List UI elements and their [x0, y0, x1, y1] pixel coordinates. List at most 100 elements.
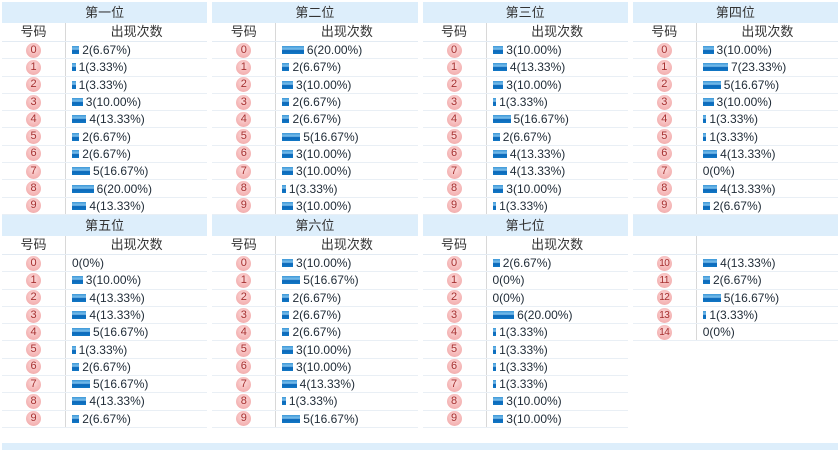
- count-cell: 2(6.67%): [276, 290, 417, 306]
- position-table: 第三位 号码 出现次数 0 3(10.00%) 1 4(13.33%) 2 3(10.00%) 3…: [422, 2, 628, 215]
- frequency-value: 5(16.67%): [513, 112, 569, 127]
- number-badge: 13: [656, 307, 672, 323]
- frequency-bar: [492, 149, 507, 158]
- frequency-bar: [702, 115, 707, 124]
- table-column-headers: 号码 出现次数: [212, 235, 418, 255]
- frequency-bar: [702, 63, 728, 72]
- number-badge: 1: [446, 272, 462, 288]
- table-row: 4 1(3.33%): [422, 324, 628, 342]
- frequency-bar: [702, 201, 710, 210]
- frequency-value: 1(3.33%): [709, 129, 759, 144]
- position-title: 第四位: [632, 2, 838, 23]
- frequency-bar: [492, 259, 500, 268]
- number-cell: 9: [2, 410, 66, 427]
- frequency-bar: [492, 115, 511, 124]
- table-row: 8 1(3.33%): [212, 393, 418, 411]
- frequency-value: 4(13.33%): [720, 146, 776, 161]
- table-row: 9 4(13.33%): [2, 197, 208, 215]
- number-cell: 4: [423, 111, 487, 128]
- frequency-value: 5(16.67%): [93, 164, 149, 179]
- frequency-bar: [702, 259, 718, 268]
- count-cell: 3(10.00%): [487, 77, 628, 93]
- number-cell: 5: [212, 128, 277, 145]
- number-cell: 3: [423, 306, 487, 324]
- count-cell: 2(6.67%): [66, 146, 207, 162]
- table-row: 8 4(13.33%): [2, 393, 208, 411]
- count-cell: 5(16.67%): [66, 163, 207, 179]
- table-row: 3 2(6.67%): [212, 93, 418, 112]
- position-title: 第二位: [212, 2, 418, 23]
- table-row: 4 4(13.33%): [2, 111, 208, 129]
- count-cell: 1(3.33%): [66, 77, 207, 93]
- number-badge: 0: [26, 255, 41, 271]
- frequency-value: 4(13.33%): [720, 256, 776, 271]
- frequency-value: 2(6.67%): [502, 129, 552, 144]
- frequency-value: 2(6.67%): [82, 43, 131, 58]
- frequency-value: 1(3.33%): [78, 60, 128, 75]
- number-cell: 12: [633, 289, 697, 306]
- number-cell: 8: [423, 180, 487, 197]
- number-cell: 7: [212, 163, 277, 180]
- table-row: 1 0(0%): [422, 272, 628, 290]
- frequency-bar: [72, 380, 90, 389]
- count-cell: 3(10.00%): [276, 77, 417, 93]
- frequency-bar: [282, 63, 290, 72]
- frequency-value: 2(6.67%): [292, 112, 342, 127]
- count-cell: 4(13.33%): [66, 198, 207, 214]
- number-cell: 1: [212, 272, 277, 289]
- column-header-number: 号码: [423, 23, 487, 41]
- table-row: 5 1(3.33%): [2, 341, 208, 359]
- number-badge: 2: [26, 77, 41, 93]
- frequency-bar: [282, 293, 290, 302]
- count-cell: 6(20.00%): [66, 180, 207, 196]
- frequency-value: 6(20.00%): [306, 43, 363, 58]
- frequency-value: 3(10.00%): [296, 256, 352, 271]
- table-column-headers: 号码 出现次数: [2, 23, 208, 42]
- number-cell: 2: [2, 289, 66, 306]
- number-badge: 4: [26, 324, 41, 340]
- number-badge: 6: [236, 359, 252, 375]
- number-cell: 9: [423, 197, 487, 214]
- frequency-bar: [72, 311, 87, 319]
- count-cell: 3(10.00%): [66, 272, 207, 288]
- count-cell: 3(10.00%): [697, 94, 838, 110]
- number-badge: 3: [656, 94, 672, 110]
- count-cell: 4(13.33%): [697, 255, 838, 271]
- number-cell: 3: [2, 306, 66, 324]
- table-row: 5 2(6.67%): [2, 128, 208, 146]
- frequency-value: 2(6.67%): [292, 325, 342, 340]
- number-badge: 7: [26, 376, 41, 392]
- number-cell: 4: [633, 111, 697, 128]
- number-badge: 4: [236, 324, 252, 340]
- number-cell: 1: [423, 272, 487, 289]
- count-cell: 2(6.67%): [487, 255, 628, 271]
- number-cell: 7: [423, 376, 487, 393]
- number-badge: 7: [656, 163, 672, 179]
- table-row: 10 4(13.33%): [632, 254, 838, 273]
- count-cell: 2(6.67%): [276, 59, 417, 75]
- number-cell: 9: [212, 197, 277, 214]
- frequency-bar: [282, 276, 301, 285]
- frequency-bar: [72, 362, 80, 371]
- count-cell: 3(10.00%): [276, 163, 417, 179]
- count-cell: 1(3.33%): [487, 94, 628, 110]
- number-cell: 5: [633, 128, 697, 145]
- frequency-bar: [282, 98, 290, 107]
- number-cell: 7: [633, 163, 697, 180]
- number-cell: 4: [423, 324, 487, 341]
- column-header-count: 出现次数: [110, 236, 163, 252]
- table-row: 6 4(13.33%): [422, 145, 628, 164]
- number-badge: 2: [236, 77, 252, 93]
- number-badge: 9: [236, 411, 252, 427]
- table-row: 4 5(16.67%): [2, 324, 208, 342]
- frequency-value: 4(13.33%): [509, 164, 566, 179]
- count-cell: 3(10.00%): [66, 94, 207, 110]
- position-table: 第四位 号码 出现次数 0 3(10.00%) 1 7(23.33%) 2 5(16.67%) 3…: [632, 2, 838, 215]
- number-cell: 4: [212, 111, 277, 128]
- count-cell: 0(0%): [487, 272, 628, 288]
- number-badge: 2: [26, 290, 41, 306]
- number-cell: 3: [2, 93, 66, 111]
- frequency-bar: [702, 46, 714, 55]
- number-badge: 2: [236, 290, 252, 306]
- count-cell: 4(13.33%): [487, 59, 628, 75]
